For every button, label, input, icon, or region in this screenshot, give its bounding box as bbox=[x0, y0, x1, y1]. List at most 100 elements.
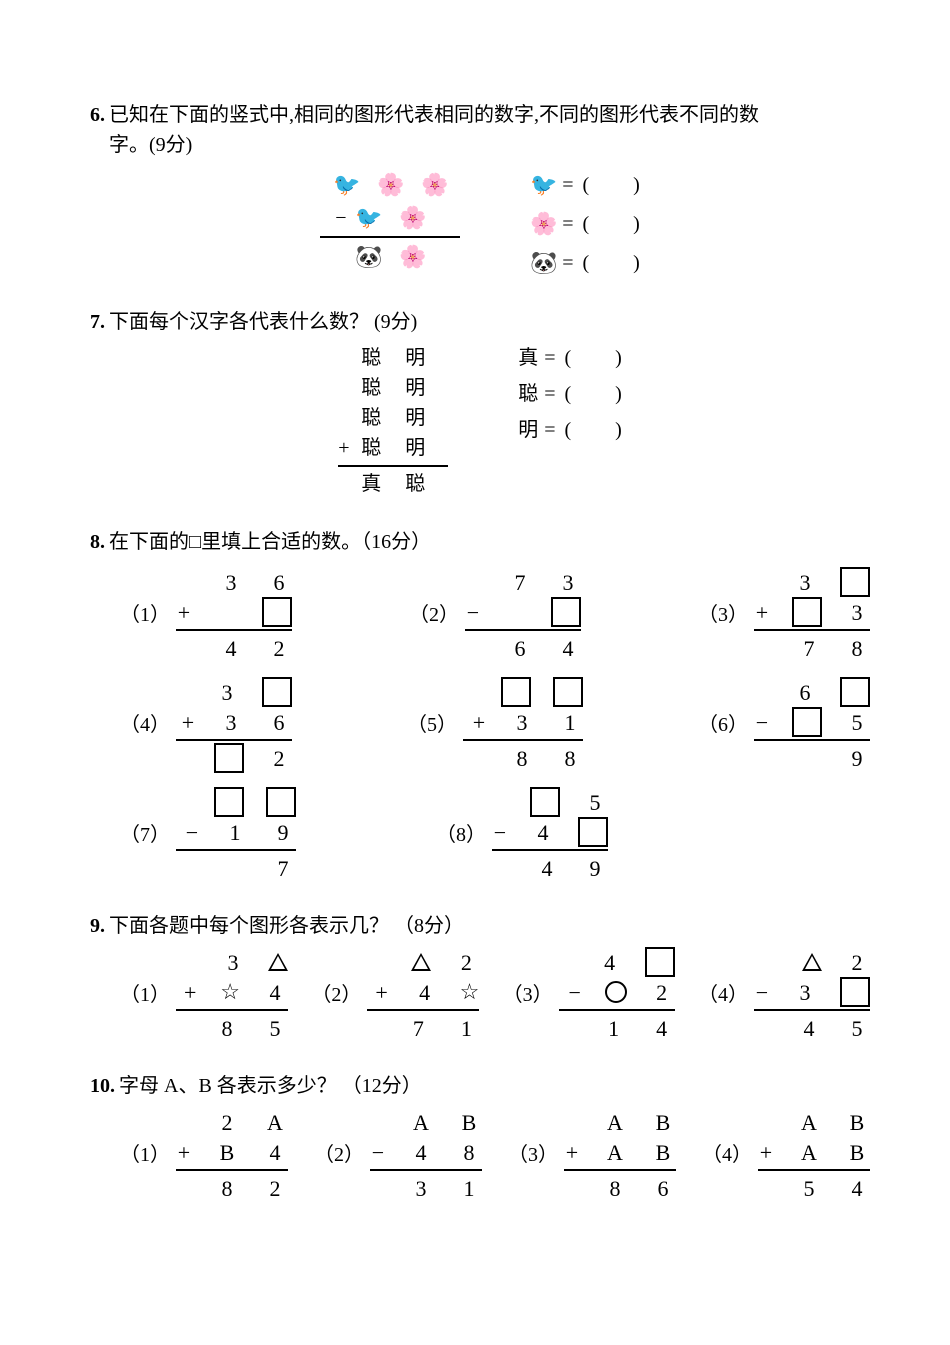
operator: − bbox=[492, 816, 508, 849]
arith-problem: （2）AB−4831 bbox=[314, 1107, 482, 1203]
char-ming: 明 bbox=[402, 403, 428, 433]
vertical-arith: 5−449 bbox=[492, 787, 608, 883]
bird-icon: 🐦 bbox=[333, 168, 359, 201]
operator: + bbox=[180, 706, 196, 739]
arith-problem: （8）5−449 bbox=[436, 787, 608, 883]
digit: B bbox=[650, 1106, 676, 1139]
arith-problem: （2） 73−64 bbox=[409, 567, 581, 663]
result-row: 14 bbox=[563, 1013, 675, 1043]
q6-number: 6. bbox=[90, 100, 105, 130]
vertical-arith: 73−64 bbox=[465, 567, 581, 663]
row-1 bbox=[176, 787, 296, 817]
arith-problem: （7）−197 bbox=[120, 787, 296, 883]
digit: 8 bbox=[557, 742, 583, 775]
row-1 bbox=[463, 677, 583, 707]
operator: − bbox=[370, 1136, 386, 1169]
operator: + bbox=[471, 706, 487, 739]
char-zhen: 真 bbox=[358, 469, 384, 499]
close-paren: ) bbox=[633, 170, 640, 200]
result-row: 9 bbox=[758, 743, 870, 773]
digit: 5 bbox=[844, 706, 870, 739]
row-2: −3 bbox=[754, 977, 870, 1007]
triangle-icon bbox=[268, 953, 288, 971]
q8-problems: （1）36+42（2）73−64（3）3+378（4）3+362（5）+3188… bbox=[90, 567, 870, 883]
row-2: +4☆ bbox=[374, 977, 480, 1007]
digit: 4 bbox=[844, 1172, 870, 1205]
equals-open: = ( bbox=[562, 248, 591, 278]
q10-number: 10. bbox=[90, 1071, 115, 1101]
operator: + bbox=[758, 1136, 774, 1169]
digit: 5 bbox=[582, 786, 608, 819]
problem-id: （2） bbox=[409, 600, 455, 630]
char-ming: 明 bbox=[518, 415, 538, 445]
star-icon: ☆ bbox=[460, 981, 480, 1003]
arith-problem: （3）3+378 bbox=[698, 567, 870, 663]
box-icon bbox=[501, 677, 531, 707]
row-1: 5 bbox=[492, 787, 608, 817]
row-2: +☆4 bbox=[182, 977, 288, 1007]
digit: 3 bbox=[214, 676, 240, 709]
vertical-arith: −197 bbox=[176, 787, 296, 883]
q7-legend-ming: 明 = ( ) bbox=[518, 415, 622, 445]
problem-row: （4）3+362（5）+3188（6）6−59 bbox=[120, 677, 870, 773]
char-ming: 明 bbox=[402, 433, 428, 463]
digit: 3 bbox=[408, 1172, 434, 1205]
digit: 7 bbox=[507, 566, 533, 599]
problem-id: （1） bbox=[120, 600, 166, 630]
arith-problem: （3） 4−214 bbox=[503, 947, 675, 1043]
q7-text: 下面每个汉字各代表什么数？ (9分) bbox=[109, 307, 870, 337]
row-2: +36 bbox=[180, 707, 292, 737]
digit: 3 bbox=[218, 566, 244, 599]
result-row: 85 bbox=[176, 1013, 288, 1043]
q8-text: 在下面的□里填上合适的数。（16分） bbox=[109, 527, 870, 557]
vertical-arith: 2A+B482 bbox=[176, 1107, 288, 1203]
result-row: 2 bbox=[176, 743, 292, 773]
digit: 4 bbox=[412, 976, 438, 1009]
digit: 8 bbox=[602, 1172, 628, 1205]
digit: 1 bbox=[453, 1012, 479, 1045]
result-row: 49 bbox=[496, 853, 608, 883]
digit: 7 bbox=[405, 1012, 431, 1045]
q7-legend-zhen: 真 = ( ) bbox=[518, 343, 622, 373]
digit: 7 bbox=[796, 632, 822, 665]
digit: 6 bbox=[650, 1172, 676, 1205]
q6-text: 已知在下面的竖式中,相同的图形代表相同的数字,不同的图形代表不同的数 字。(9分… bbox=[109, 100, 870, 160]
q6-text-line1: 已知在下面的竖式中,相同的图形代表相同的数字,不同的图形代表不同的数 bbox=[109, 104, 759, 126]
vertical-arith: 2−345 bbox=[754, 947, 870, 1043]
q8-number: 8. bbox=[90, 527, 105, 557]
digit: 1 bbox=[456, 1172, 482, 1205]
panda-icon: 🐼 bbox=[355, 240, 381, 273]
row-1: 2A bbox=[176, 1107, 288, 1137]
digit: 2 bbox=[214, 1106, 240, 1139]
digit: A bbox=[602, 1106, 628, 1139]
digit: 3 bbox=[792, 976, 818, 1009]
result-row: 82 bbox=[176, 1173, 288, 1203]
problem-id: （3） bbox=[503, 980, 549, 1010]
digit: 1 bbox=[557, 706, 583, 739]
digit: A bbox=[796, 1106, 822, 1139]
row-2: +31 bbox=[471, 707, 583, 737]
circle-icon bbox=[605, 981, 627, 1003]
q6-legend-flower: 🌸 = ( ) bbox=[530, 207, 640, 240]
operator: − bbox=[465, 596, 481, 629]
digit: 8 bbox=[214, 1012, 240, 1045]
result-row: 42 bbox=[180, 633, 292, 663]
row-1: AB bbox=[564, 1107, 676, 1137]
box-icon bbox=[214, 787, 244, 817]
vertical-arith: 4−214 bbox=[559, 947, 675, 1043]
digit: 3 bbox=[218, 706, 244, 739]
question-6: 6. 已知在下面的竖式中,相同的图形代表相同的数字,不同的图形代表不同的数 字。… bbox=[90, 100, 870, 279]
digit: 4 bbox=[218, 632, 244, 665]
char-zhen: 真 bbox=[518, 343, 538, 373]
digit: B bbox=[844, 1106, 870, 1139]
arith-problem: （4）2−345 bbox=[698, 947, 870, 1043]
digit: 5 bbox=[262, 1012, 288, 1045]
q7-vertical: 聪 明 聪 明 聪 明 + 聪 明 真 bbox=[338, 343, 448, 499]
row-2: −19 bbox=[184, 817, 296, 847]
row-1: 73 bbox=[469, 567, 581, 597]
row-1: 6 bbox=[754, 677, 870, 707]
row-1: AB bbox=[758, 1107, 870, 1137]
equals-open: = ( bbox=[562, 170, 591, 200]
close-paren: ) bbox=[633, 248, 640, 278]
digit: 4 bbox=[555, 632, 581, 665]
